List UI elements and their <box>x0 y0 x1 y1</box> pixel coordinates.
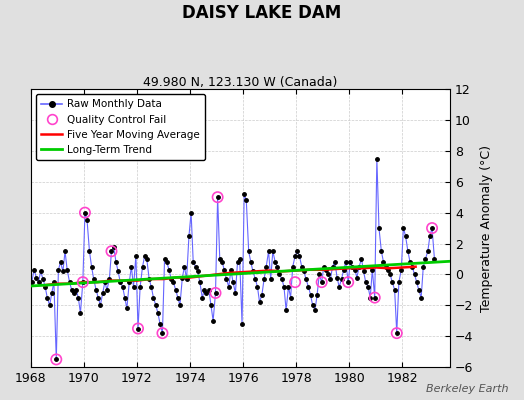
Text: Berkeley Earth: Berkeley Earth <box>426 384 508 394</box>
Point <box>81 210 89 216</box>
Point <box>392 330 401 336</box>
Point <box>158 330 167 336</box>
Point <box>79 279 87 285</box>
Point <box>134 325 142 332</box>
Point <box>370 294 379 301</box>
Legend: Raw Monthly Data, Quality Control Fail, Five Year Moving Average, Long-Term Tren: Raw Monthly Data, Quality Control Fail, … <box>36 94 205 160</box>
Point <box>344 279 352 285</box>
Point <box>291 279 299 285</box>
Text: DAISY LAKE DAM: DAISY LAKE DAM <box>182 4 342 22</box>
Point <box>211 290 220 296</box>
Y-axis label: Temperature Anomaly (°C): Temperature Anomaly (°C) <box>481 144 493 312</box>
Point <box>318 279 326 285</box>
Point <box>52 356 60 363</box>
Point <box>107 248 116 254</box>
Title: 49.980 N, 123.130 W (Canada): 49.980 N, 123.130 W (Canada) <box>143 76 337 89</box>
Point <box>428 225 436 231</box>
Point <box>213 194 222 200</box>
